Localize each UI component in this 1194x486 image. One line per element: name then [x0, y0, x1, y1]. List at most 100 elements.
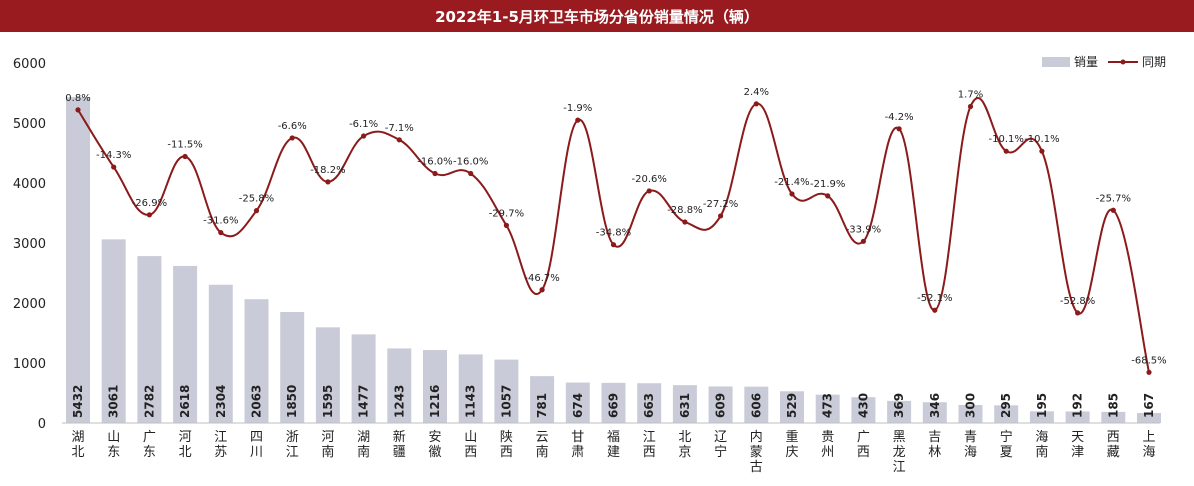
x-tick-char: 辽: [714, 430, 727, 445]
line-point: [396, 137, 402, 143]
line-point: [539, 287, 545, 293]
line-point: [432, 170, 438, 177]
x-axis: 湖北山东广东河北江苏四川浙江河南湖南新疆安徽山西陕西云南甘肃福建江西北京辽宁内蒙…: [62, 422, 1160, 475]
bar-value-label: 2063: [250, 385, 264, 418]
x-tick-char: 重: [785, 429, 798, 445]
x-tick-label: 云南: [536, 430, 549, 460]
x-tick-char: 东: [107, 445, 120, 460]
bar-value-label: 195: [1035, 393, 1049, 418]
line-point: [1039, 148, 1045, 154]
x-tick-label: 贵州: [821, 430, 834, 460]
bar: [1101, 411, 1126, 423]
line-point: [468, 170, 474, 177]
x-tick-char: 北: [71, 445, 84, 460]
bar: [1029, 411, 1054, 423]
x-tick-label: 新疆: [393, 429, 406, 460]
bar-value-label: 663: [642, 393, 656, 418]
bar: [458, 354, 483, 423]
x-tick-char: 广: [857, 430, 870, 445]
line-value-label: -6.6%: [278, 121, 307, 132]
line-point: [575, 117, 581, 123]
x-tick-char: 西: [643, 445, 656, 460]
bar-value-label: 1850: [285, 385, 299, 418]
x-tick-label: 广东: [143, 430, 156, 460]
line-point: [646, 188, 652, 194]
line-value-label: -68.5%: [1131, 355, 1166, 366]
x-tick-label: 甘肃: [571, 430, 584, 460]
bar-value-label: 1143: [464, 385, 478, 418]
bar: [708, 386, 733, 423]
x-tick-label: 浙江: [286, 430, 299, 460]
bar-value-label: 2782: [142, 385, 156, 418]
x-tick-char: 贵: [821, 430, 834, 445]
line-point: [111, 164, 117, 170]
x-tick-label: 海南: [1035, 430, 1048, 460]
x-tick-char: 京: [678, 445, 691, 460]
x-tick-char: 庆: [785, 445, 798, 460]
bar-value-label: 192: [1071, 393, 1085, 418]
bar: [851, 397, 876, 423]
x-tick-label: 湖北: [71, 430, 84, 460]
line-point: [361, 133, 367, 139]
line-point: [1146, 369, 1152, 375]
x-tick-char: 北: [179, 445, 192, 460]
bar-series: [66, 97, 1161, 423]
line-point: [503, 222, 509, 228]
chart-area: 0 1000 2000 3000 4000 5000 6000 5432 3061 2782 26…: [13, 55, 1167, 475]
line-value-label: -20.6%: [632, 174, 667, 185]
bar-value-label: 430: [856, 393, 870, 418]
bar: [958, 405, 983, 423]
line-value-label: 2.4%: [744, 87, 769, 98]
x-tick-char: 河: [321, 430, 334, 445]
x-tick-char: 内: [750, 429, 763, 445]
x-tick-char: 吉: [928, 430, 941, 445]
line-value-label: -10.1%: [1024, 134, 1059, 145]
x-tick-char: 徽: [428, 445, 441, 460]
line-point: [753, 101, 759, 107]
x-tick-char: 疆: [393, 445, 406, 460]
line-point: [75, 107, 81, 113]
bar: [244, 299, 269, 423]
x-tick-label: 天津: [1071, 430, 1084, 460]
x-tick-label: 上海: [1142, 430, 1155, 460]
y-tick-label: 1000: [13, 357, 46, 372]
x-tick-char: 天: [1071, 430, 1084, 445]
line-value-label: -52.1%: [917, 293, 952, 304]
line-value-label: -7.1%: [385, 123, 414, 134]
bar-value-label: 1057: [499, 385, 513, 418]
bar: [994, 405, 1019, 423]
y-tick-label: 5000: [13, 117, 46, 132]
x-tick-char: 上: [1142, 430, 1155, 445]
x-tick-char: 河: [179, 430, 192, 445]
line-point: [325, 179, 331, 185]
line-point: [825, 193, 831, 199]
line-point: [253, 208, 260, 214]
x-tick-label: 广西: [857, 430, 870, 460]
bar-value-label: 606: [749, 393, 763, 418]
line-value-label: -18.2%: [310, 165, 345, 176]
bar-value-label: 781: [535, 393, 549, 418]
bar: [137, 256, 162, 423]
x-tick-label: 河北: [179, 430, 192, 460]
y-tick-label: 4000: [13, 177, 46, 192]
line-value-label: -25.7%: [1096, 193, 1131, 204]
x-tick-char: 蒙: [750, 445, 763, 460]
x-tick-char: 西: [500, 445, 513, 460]
line-value-label: -11.5%: [167, 139, 202, 150]
legend: 销量 同期: [1042, 55, 1166, 69]
line-point: [289, 135, 295, 141]
bar-value-label: 2304: [214, 385, 228, 418]
x-tick-label: 辽宁: [714, 430, 727, 460]
line-value-label: -33.9%: [846, 224, 881, 235]
line-value-label: -28.8%: [667, 205, 702, 216]
line-value-labels: 0.8% -14.3% -26.9% -11.5% -31.6%-25.8% -6.6% -…: [65, 87, 1166, 366]
line-value-label: 1.7%: [958, 89, 983, 100]
y-tick-label: 2000: [13, 297, 46, 312]
x-tick-char: 海: [1035, 430, 1048, 445]
x-tick-char: 东: [143, 445, 156, 460]
x-tick-char: 北: [678, 430, 691, 445]
line-value-label: -4.2%: [885, 112, 914, 123]
bar: [887, 400, 912, 423]
line-value-label: -27.2%: [703, 199, 738, 210]
line-value-label: -34.8%: [596, 228, 631, 239]
